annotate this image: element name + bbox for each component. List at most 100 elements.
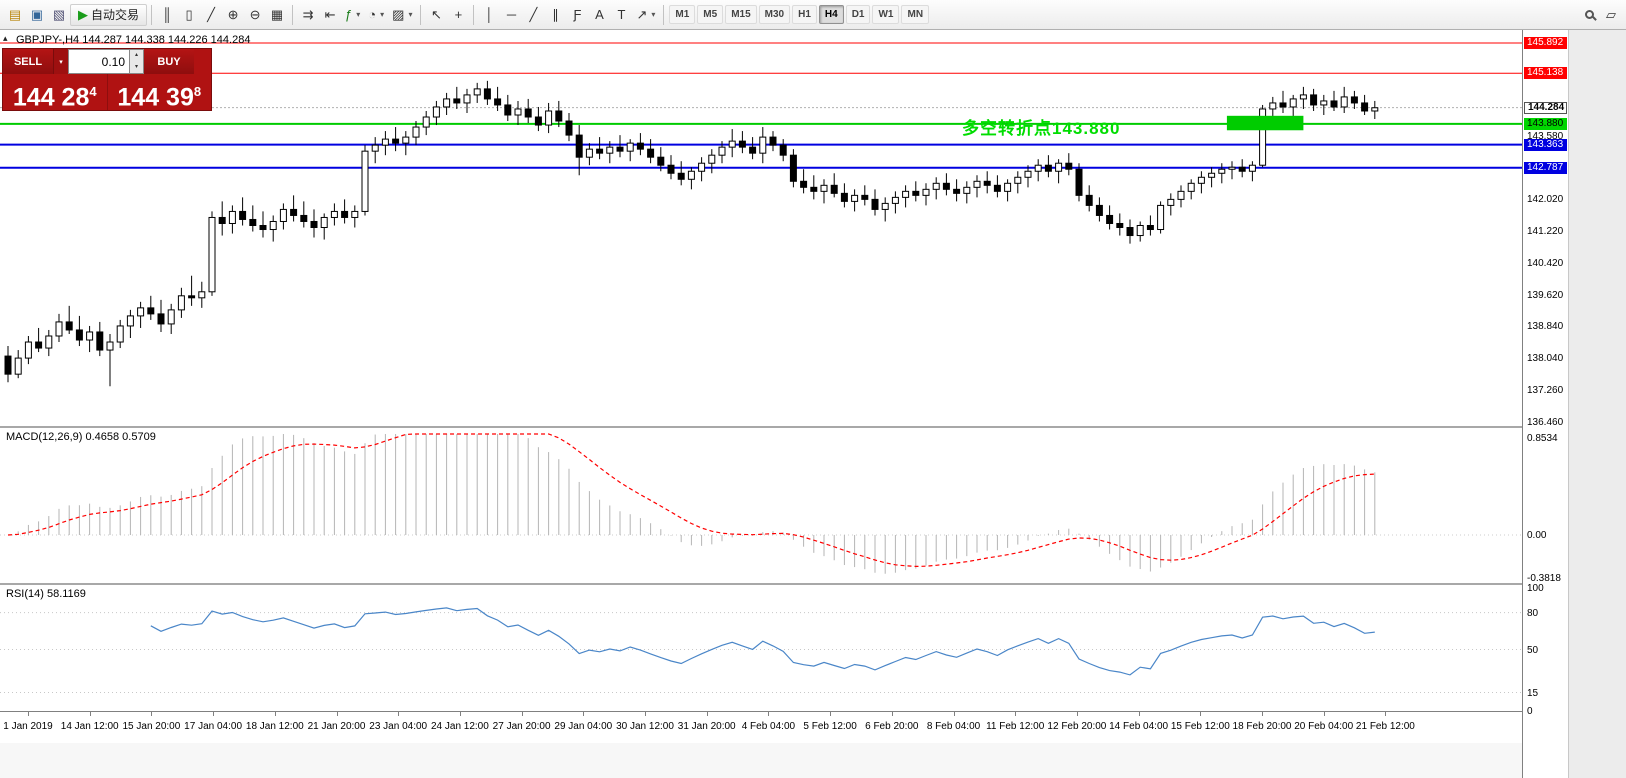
right-gutter (1568, 30, 1626, 778)
candle-body (912, 190, 920, 196)
search-icon[interactable] (1578, 4, 1600, 26)
time-axis-tick (768, 712, 770, 716)
sell-price[interactable]: 144 284 (3, 74, 108, 111)
candle-body (106, 341, 114, 351)
timeframe-d1[interactable]: D1 (845, 5, 871, 24)
volume-up-button[interactable]: ▴ (134, 52, 138, 58)
periods-icon[interactable]: ◔ ▾ (368, 7, 385, 22)
collapse-panel-icon[interactable]: ▴ (3, 33, 8, 43)
price-scale-label: 141.220 (1527, 225, 1564, 237)
volume-down-button[interactable]: ▾ (134, 63, 138, 70)
candle-body (1350, 96, 1358, 104)
candle-body (1075, 168, 1083, 196)
price-scale-label: 143.580 (1527, 130, 1564, 142)
timeframe-m5[interactable]: M5 (697, 5, 724, 24)
timeframe-m15[interactable]: M15 (725, 5, 757, 24)
time-axis[interactable]: 1 Jan 2019 14 Jan 12:00 15 Jan 20:00 17 Jan… (0, 711, 1522, 743)
vertical-line-icon[interactable]: │ (485, 7, 494, 22)
zoom-in-icon[interactable]: ⊕ (227, 6, 239, 22)
price-scale-label: 139.620 (1527, 290, 1564, 301)
fibonacci-icon[interactable]: Ƒ (573, 7, 582, 22)
time-axis-tick (1015, 712, 1017, 716)
timeframe-h1[interactable]: H1 (792, 5, 817, 24)
new-window-icon[interactable]: ▱ (1606, 6, 1616, 22)
price-axis[interactable]: 143.580 142.020 141.220 140.420 139.620 138.8… (1522, 30, 1568, 778)
candle-body (1106, 214, 1114, 224)
buy-button[interactable]: BUY (144, 49, 194, 74)
candle-body (545, 110, 553, 126)
candle-body (534, 116, 542, 126)
candle-body (239, 210, 247, 220)
templates-icon[interactable]: ▨ ▾ (392, 6, 413, 22)
candlestick-mode-icon[interactable]: ▯ (185, 6, 193, 22)
buy-price[interactable]: 144 398 (117, 83, 202, 112)
rsi-label: RSI(14) 58.1169 (6, 588, 86, 600)
profiles-icon[interactable]: ▧ (52, 6, 66, 22)
time-axis-tick (706, 712, 708, 716)
auto-scroll-icon[interactable]: ⇉ (302, 6, 314, 22)
tile-windows-icon[interactable]: ▦ (270, 6, 284, 22)
candle-body (147, 307, 155, 315)
rsi-panel[interactable]: RSI(14) 58.1169 (0, 585, 1522, 711)
rsi-chart[interactable] (0, 585, 1522, 711)
time-axis-tick (521, 712, 523, 716)
time-axis-label: 29 Jan 04:00 (554, 721, 613, 732)
chart-window-icon[interactable]: ▣ (30, 6, 44, 22)
timeframe-m30[interactable]: M30 (758, 5, 791, 24)
zoom-out-icon[interactable]: ⊖ (249, 6, 261, 22)
time-axis-label: 14 Feb 04:00 (1109, 721, 1169, 732)
autotrading-button[interactable]: ▶ 自动交易 (70, 3, 148, 26)
price-scale-label: 137.260 (1527, 384, 1564, 396)
cursor-icon[interactable]: ↖ (431, 6, 442, 22)
trendline-icon[interactable]: ╱ (529, 6, 538, 22)
candlestick-chart[interactable] (0, 30, 1522, 426)
line-chart-mode-icon[interactable]: ╱ (207, 6, 215, 22)
candle-body (45, 335, 53, 349)
price-tag-green: 143.880 (1524, 117, 1567, 130)
candle-body (1116, 222, 1124, 229)
candle-body (820, 184, 828, 192)
candle-body (137, 307, 145, 317)
candle-body (810, 186, 818, 192)
time-axis-label: 21 Feb 12:00 (1355, 721, 1415, 732)
new-order-icon[interactable]: ▤ (8, 6, 22, 22)
toolbar-separator (420, 4, 422, 25)
panel-resize-divider[interactable] (0, 426, 1522, 428)
macd-panel[interactable]: MACD(12,26,9) 0.4658 0.5709 (0, 428, 1522, 583)
candle-body (504, 104, 512, 116)
arrow-tools-icon-dropdown[interactable]: ▾ (651, 10, 656, 19)
horizontal-line-icon[interactable]: ─ (506, 7, 517, 22)
order-options-dropdown[interactable]: ▾ (53, 49, 68, 74)
main-chart-panel[interactable]: ▴ GBPJPY-,H4 144.287 144.338 144.226 144… (0, 30, 1522, 426)
price-scale-label: 140.420 (1527, 257, 1564, 269)
panel-resize-divider[interactable] (0, 583, 1522, 585)
volume-input[interactable] (68, 49, 130, 74)
timeframe-h4[interactable]: H4 (818, 5, 844, 24)
crosshair-icon[interactable]: + (454, 7, 463, 22)
bar-chart-mode-icon[interactable]: ║ (162, 7, 172, 22)
channel-icon[interactable]: ∥ (552, 6, 559, 22)
timeframe-w1[interactable]: W1 (872, 5, 900, 24)
candle-body (1361, 102, 1369, 112)
time-axis-tick (1076, 712, 1078, 716)
macd-chart[interactable] (0, 428, 1522, 583)
text-label-icon[interactable]: T (617, 7, 626, 22)
candle-body (24, 341, 32, 359)
indicators-icon-dropdown[interactable]: ▾ (356, 10, 361, 19)
candle-body (983, 180, 991, 186)
text-icon[interactable]: A (595, 7, 604, 22)
timeframe-mn[interactable]: MN (901, 5, 930, 24)
periods-icon-dropdown[interactable]: ▾ (380, 10, 385, 19)
timeframe-m1[interactable]: M1 (669, 5, 696, 24)
sell-button[interactable]: SELL (3, 49, 53, 74)
candle-body (371, 144, 379, 152)
candle-body (514, 108, 522, 116)
chart-shift-icon[interactable]: ⇤ (324, 6, 336, 22)
templates-icon-dropdown[interactable]: ▾ (408, 10, 413, 19)
time-axis-label: 15 Feb 12:00 (1170, 721, 1230, 732)
highlight-rectangle[interactable] (1226, 115, 1304, 131)
candle-body (381, 138, 389, 146)
indicators-icon[interactable]: ƒ ▾ (345, 7, 361, 22)
rsi-scale-label: 15 (1527, 687, 1539, 699)
arrow-tools-icon[interactable]: ↗ ▾ (636, 6, 656, 22)
